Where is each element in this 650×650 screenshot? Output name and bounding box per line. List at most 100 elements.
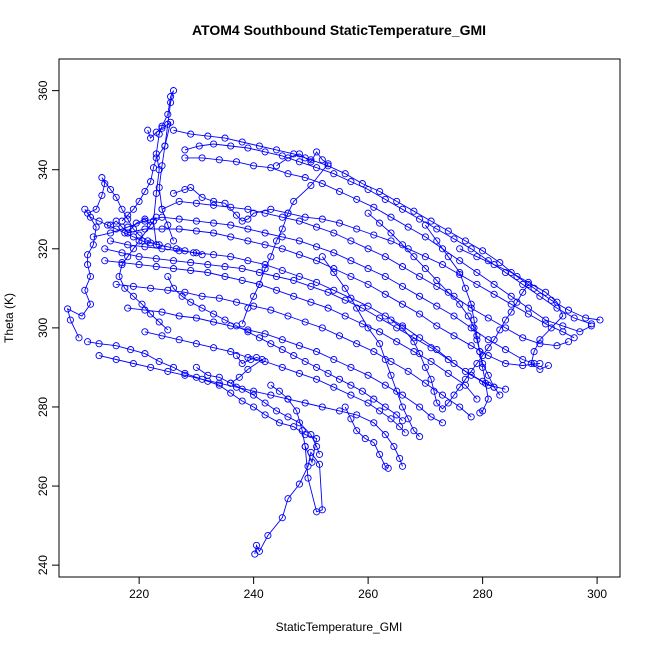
data-point	[272, 286, 281, 294]
data-series	[238, 148, 332, 328]
data-point	[353, 340, 361, 348]
series-line	[184, 157, 592, 333]
data-series	[421, 221, 492, 417]
data-point	[347, 415, 355, 423]
data-point	[112, 342, 120, 350]
data-point	[467, 342, 475, 350]
data-point	[364, 185, 372, 194]
data-point	[238, 359, 246, 368]
data-point	[464, 312, 472, 320]
data-point	[66, 316, 74, 324]
data-point	[393, 338, 401, 346]
data-point	[307, 181, 315, 190]
data-point	[155, 357, 163, 366]
data-point	[141, 328, 149, 336]
data-point	[169, 257, 178, 265]
data-point	[284, 495, 292, 503]
data-point	[84, 338, 92, 346]
data-point	[450, 391, 458, 399]
data-point	[272, 272, 281, 281]
data-point	[536, 292, 544, 300]
data-point	[129, 292, 137, 300]
data-point	[127, 346, 135, 354]
data-series	[181, 140, 595, 328]
data-point	[244, 304, 252, 312]
data-point	[290, 150, 298, 158]
data-point	[290, 352, 298, 360]
data-point	[152, 255, 160, 263]
data-point	[261, 229, 269, 237]
data-point	[542, 320, 550, 328]
data-point	[181, 146, 189, 154]
data-series	[158, 197, 573, 350]
data-point	[490, 290, 498, 298]
data-point	[164, 110, 172, 118]
data-point	[86, 272, 95, 281]
series-line	[321, 256, 420, 437]
data-point	[221, 263, 229, 271]
data-point	[398, 205, 407, 213]
data-series	[84, 338, 321, 466]
data-series	[101, 245, 498, 391]
data-point	[141, 217, 149, 225]
data-point	[290, 292, 298, 300]
data-point	[147, 239, 155, 247]
data-point	[376, 407, 384, 415]
data-point	[381, 290, 389, 298]
data-point	[261, 241, 269, 249]
data-point	[381, 381, 389, 389]
data-point	[450, 235, 458, 243]
data-point	[198, 193, 206, 201]
data-point	[278, 514, 286, 522]
data-point	[484, 344, 492, 352]
data-point	[416, 433, 424, 441]
data-point	[178, 292, 186, 300]
data-point	[164, 326, 172, 334]
data-point	[438, 419, 447, 427]
data-point	[381, 272, 389, 281]
data-point	[473, 336, 481, 344]
series-line	[184, 143, 592, 325]
data-point	[304, 462, 312, 470]
data-point	[370, 348, 378, 356]
data-point	[138, 300, 146, 308]
data-point	[519, 280, 527, 288]
data-point	[278, 346, 286, 354]
data-point	[370, 439, 378, 447]
data-series	[387, 280, 532, 413]
data-point	[121, 284, 129, 292]
series-line	[173, 186, 575, 339]
data-point	[416, 272, 424, 281]
data-point	[313, 278, 321, 286]
series-line	[144, 331, 406, 434]
data-point	[238, 385, 246, 393]
data-point	[152, 189, 160, 197]
data-point	[250, 387, 258, 395]
data-point	[295, 342, 303, 350]
series-line	[98, 355, 403, 467]
data-point	[295, 150, 303, 158]
data-point	[438, 391, 447, 399]
data-point	[427, 357, 435, 366]
data-point	[192, 340, 200, 348]
data-point	[192, 217, 200, 225]
data-point	[484, 314, 492, 322]
series-line	[93, 216, 535, 364]
data-point	[364, 280, 372, 288]
data-point	[318, 180, 326, 188]
data-point	[456, 300, 464, 308]
data-point	[416, 403, 424, 411]
data-point	[295, 251, 303, 259]
data-point	[479, 247, 487, 255]
data-point	[95, 352, 103, 360]
data-point	[364, 245, 372, 253]
data-series	[164, 272, 407, 425]
data-point	[318, 324, 326, 332]
data-point	[64, 305, 72, 313]
data-point	[404, 367, 412, 375]
data-point	[204, 268, 212, 277]
data-point	[161, 142, 169, 150]
data-point	[189, 249, 198, 257]
data-point	[513, 272, 521, 281]
data-point	[347, 257, 355, 265]
